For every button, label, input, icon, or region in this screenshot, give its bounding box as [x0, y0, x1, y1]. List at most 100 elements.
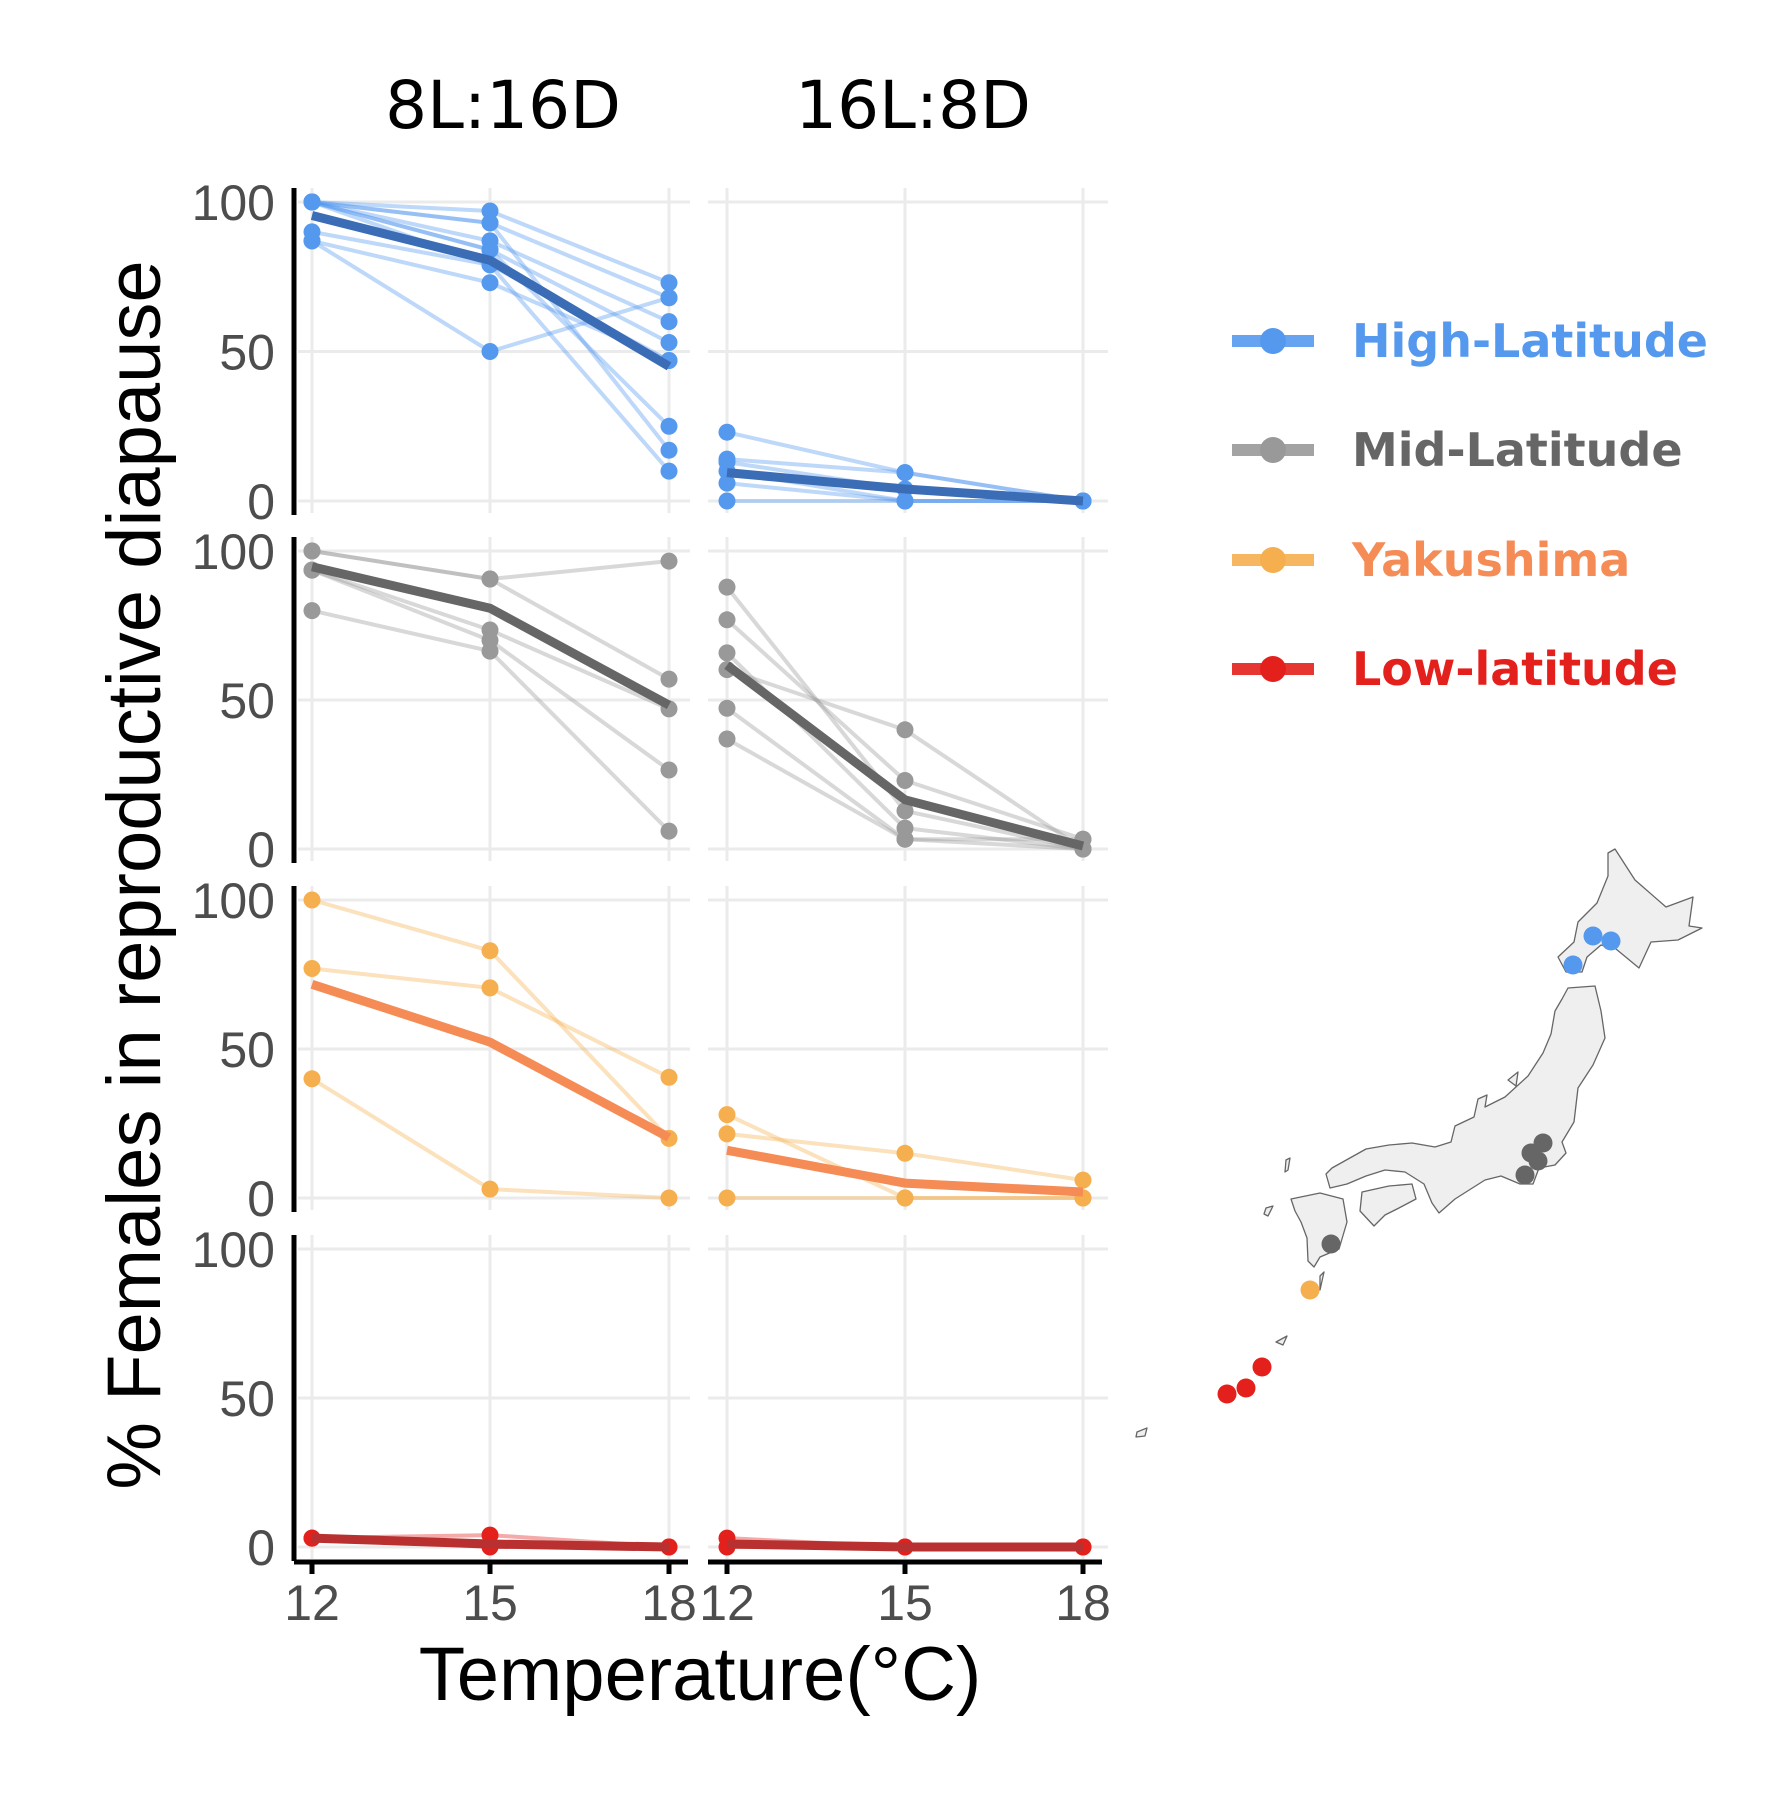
data-point [896, 1189, 914, 1207]
data-point [660, 552, 678, 570]
legend-item-mid-latitude: Mid-Latitude [1232, 423, 1683, 477]
y-tick-label: 0 [247, 1520, 275, 1576]
map-site-marker [1563, 955, 1583, 975]
map-honshu [1325, 985, 1606, 1214]
y-tick-label: 100 [192, 175, 275, 231]
map-kyushu [1290, 1192, 1348, 1268]
japan-map [1135, 848, 1703, 1438]
map-site-marker [1515, 1165, 1535, 1185]
map-site-marker [1583, 926, 1603, 946]
map-amami-island [1275, 1335, 1288, 1346]
data-point [896, 1144, 914, 1162]
map-site-marker [1300, 1280, 1320, 1300]
y-tick-label: 0 [247, 822, 275, 878]
x-axis-title: Temperature(°C) [419, 1632, 982, 1717]
data-point [896, 802, 914, 820]
data-point [303, 960, 321, 977]
data-point [481, 942, 499, 960]
data-point [481, 570, 499, 588]
data-point [896, 772, 914, 789]
mean-line [726, 1539, 1083, 1552]
map-site-marker [1321, 1234, 1341, 1254]
data-point [1074, 1171, 1092, 1189]
data-point [660, 289, 678, 307]
data-point [481, 1180, 499, 1198]
mean-line [310, 980, 672, 1142]
legend-item-low-latitude: Low-latitude [1232, 642, 1678, 696]
x-tick-label: 12 [699, 1575, 755, 1631]
data-point [481, 343, 499, 360]
x-tick-label: 18 [1055, 1575, 1111, 1631]
y-tick-label: 0 [247, 474, 275, 530]
data-point [718, 644, 736, 662]
map-goto-islands [1263, 1205, 1274, 1217]
data-point [660, 441, 678, 459]
panel-mid-latitude-8L-16D [298, 537, 690, 861]
mean-line [311, 1533, 670, 1552]
data-point [660, 1189, 678, 1207]
legend-point-icon [1260, 437, 1286, 463]
legend-point-icon [1260, 656, 1286, 682]
map-site-marker [1217, 1384, 1237, 1404]
data-point [718, 1125, 736, 1143]
data-point [660, 274, 678, 292]
y-tick-label: 100 [192, 873, 275, 929]
data-point [718, 492, 736, 510]
x-tick-label: 18 [641, 1575, 697, 1631]
legend-point-icon [1260, 328, 1286, 354]
y-tick-label: 0 [247, 1171, 275, 1227]
data-point [660, 1068, 678, 1086]
data-point [718, 1106, 736, 1124]
x-tick-label: 12 [284, 1575, 340, 1631]
data-point [481, 214, 499, 232]
panel-yakushima-16L-8D [708, 886, 1108, 1210]
map-site-marker [1601, 931, 1621, 951]
panel-yakushima-8L-16D [298, 886, 690, 1210]
map-tanegashima [1319, 1271, 1325, 1291]
legend-label: Low-latitude [1352, 642, 1678, 696]
data-point [481, 979, 499, 997]
data-point [718, 611, 736, 629]
map-site-markers [1217, 926, 1621, 1404]
map-site-marker [1252, 1357, 1272, 1377]
panel-low-latitude-16L-8D [708, 1235, 1108, 1559]
legend: High-Latitude Mid-Latitude Yakushima Low-la… [1232, 314, 1708, 696]
panel-high-latitude-8L-16D [298, 188, 690, 513]
data-point [660, 417, 678, 435]
legend-item-high-latitude: High-Latitude [1232, 314, 1708, 368]
map-hokkaido [1557, 848, 1703, 973]
data-point [303, 542, 321, 560]
data-point [660, 761, 678, 779]
map-southwest-islets [1135, 1427, 1148, 1438]
data-point [660, 670, 678, 688]
legend-label: Yakushima [1351, 533, 1630, 587]
x-tick-label: 15 [877, 1575, 933, 1631]
data-point [718, 1189, 736, 1207]
data-point [718, 423, 736, 441]
y-tick-label: 50 [219, 673, 275, 729]
x-tick-label: 15 [462, 1575, 518, 1631]
data-point [896, 830, 914, 848]
map-shikoku [1359, 1183, 1417, 1227]
y-tick-label: 100 [192, 524, 275, 580]
facet-title-16L8D: 16L:8D [795, 67, 1031, 144]
data-point [660, 334, 678, 351]
data-point [481, 241, 499, 259]
data-point [718, 474, 736, 492]
legend-label: Mid-Latitude [1352, 423, 1683, 477]
data-point [660, 462, 678, 480]
data-point [718, 730, 736, 748]
data-point [303, 891, 321, 909]
panel-high-latitude-16L-8D [708, 188, 1108, 513]
mean-line [310, 211, 672, 371]
map-sado-island [1507, 1071, 1519, 1087]
panel-mid-latitude-16L-8D [708, 537, 1108, 861]
facet-title-8L16D: 8L:16D [385, 67, 621, 144]
legend-item-yakushima: Yakushima [1232, 533, 1630, 587]
data-point [481, 1526, 499, 1544]
data-point [896, 464, 914, 482]
data-point [481, 642, 499, 660]
legend-label: High-Latitude [1352, 314, 1708, 368]
